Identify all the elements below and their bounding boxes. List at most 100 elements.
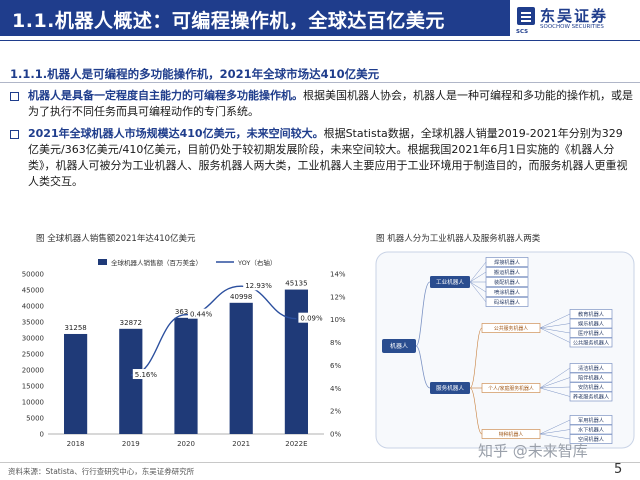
yoy-label-bg — [298, 312, 325, 323]
connector — [539, 433, 571, 440]
footer-divider — [0, 462, 640, 463]
industrial-leaf-label: 码垛机器人 — [494, 298, 520, 306]
service-leaf-label: 安防机器人 — [578, 383, 604, 391]
left-tick-label: 35000 — [22, 319, 44, 327]
legend-bar-swatch — [98, 259, 107, 265]
logo-badge-icon — [517, 7, 535, 25]
subgroup-node-label: 公共服务机器人 — [494, 325, 528, 332]
bullet-text: 机器人是具备一定程度自主能力的可编程多功能操作机。根据美国机器人协会，机器人是一… — [28, 88, 633, 120]
connector — [539, 327, 571, 343]
left-tick-label: 20000 — [22, 367, 44, 375]
connector — [469, 327, 483, 389]
bullet-body: 根据美国机器人协会，机器人是一种可编程和多功能的操作机，或是为了执行不同任务而具… — [28, 89, 633, 118]
yoy-line — [130, 285, 297, 376]
header-divider — [0, 40, 640, 41]
connector — [539, 419, 571, 435]
connector — [469, 387, 483, 435]
industrial-leaf-label: 装配机器人 — [494, 278, 520, 286]
service-leaf-label: 养老服务机器人 — [573, 392, 609, 400]
bar — [284, 289, 308, 434]
square-bullet-icon — [10, 92, 19, 101]
bar-value-label: 36303 — [175, 308, 197, 316]
x-tick-label: 2020 — [177, 440, 195, 448]
service-leaf-label: 医疗机器人 — [578, 329, 604, 337]
right-tick-label: 4% — [330, 385, 341, 393]
sales-chart: 0 5000 10000 15000 20000 25000 30000 35000 40000… — [6, 250, 362, 456]
connector — [539, 327, 571, 334]
bar — [229, 302, 253, 434]
group-node-label: 工业机器人 — [436, 278, 464, 286]
left-tick-label: 5000 — [26, 415, 44, 423]
left-tick-label: 45000 — [22, 287, 44, 295]
connector — [469, 261, 487, 283]
connector — [539, 323, 571, 329]
right-tick-label: 12% — [330, 293, 346, 301]
logo-text-en: SOOCHOW SECURITIES — [540, 24, 604, 30]
source-note: 资料来源：Statista、行行查研究中心，东吴证券研究所 — [8, 467, 195, 476]
bar — [64, 333, 88, 434]
root-node — [382, 339, 416, 353]
connector — [469, 271, 487, 283]
logo-text-cn: 东吴证券 — [540, 7, 609, 25]
subgroup-node-label: 个人/家庭服务机器人 — [488, 385, 534, 392]
subgroup-node-label: 特种机器人 — [499, 431, 524, 438]
subheading-divider — [0, 82, 640, 83]
right-tick-label: 0% — [330, 431, 341, 439]
legend-line-label: YOY（右轴） — [237, 258, 276, 267]
connector — [539, 367, 571, 389]
service-leaf-label: 水下机器人 — [578, 425, 604, 433]
x-tick-label: 2022E — [285, 440, 307, 448]
watermark: 知乎 @未来智库 — [478, 442, 588, 460]
root-node-label: 机器人 — [390, 342, 408, 350]
connector — [539, 313, 571, 329]
chart-caption: 图 全球机器人销售额2021年达410亿美元 — [36, 234, 196, 244]
sales-chart-svg: 0 5000 10000 15000 20000 25000 30000 35000 40000… — [22, 258, 346, 448]
group-node — [430, 382, 470, 394]
square-bullet-icon — [10, 130, 19, 139]
left-tick-label: 10000 — [22, 399, 44, 407]
service-leaf-label: 空间机器人 — [578, 435, 604, 443]
title-bar: 1.1.机器人概述：可编程操作机，全球达百亿美元 — [0, 0, 510, 36]
service-leaf-label: 教育机器人 — [578, 310, 604, 318]
connector — [469, 281, 487, 303]
section-subheading: 1.1.1.机器人是可编程的多功能操作机，2021年全球市场达410亿美元 — [10, 67, 380, 81]
connector — [415, 281, 431, 347]
yoy-label-bg — [243, 280, 274, 291]
connector — [539, 377, 571, 389]
connector — [469, 281, 487, 293]
yoy-value-label: 12.93% — [245, 282, 272, 290]
yoy-value-label: 0.09% — [300, 315, 323, 323]
diagram-caption: 图 机器人分为工业机器人及服务机器人两类 — [376, 234, 541, 244]
x-tick-label: 2019 — [122, 440, 140, 448]
bar-value-label: 31258 — [64, 324, 86, 332]
left-tick-label: 15000 — [22, 383, 44, 391]
left-tick-label: 30000 — [22, 335, 44, 343]
group-node-label: 服务机器人 — [436, 384, 464, 392]
left-tick-label: 25000 — [22, 351, 44, 359]
right-tick-label: 6% — [330, 362, 341, 370]
connector — [539, 386, 571, 389]
logo-abbr: SCS — [516, 29, 529, 35]
left-tick-label: 40000 — [22, 303, 44, 311]
bar-value-label: 45135 — [285, 280, 307, 288]
x-tick-label: 2018 — [67, 440, 85, 448]
left-tick-label: 50000 — [22, 271, 44, 279]
yoy-value-label: 5.16% — [135, 371, 158, 379]
connector — [539, 429, 571, 435]
bullet-lead: 机器人是具备一定程度自主能力的可编程多功能操作机。 — [28, 89, 303, 102]
company-logo: 东吴证券 SOOCHOW SECURITIES SCS — [516, 5, 636, 35]
service-leaf-label: 娱乐机器人 — [578, 319, 604, 327]
right-tick-label: 8% — [330, 339, 341, 347]
yoy-label-bg — [188, 308, 214, 319]
service-leaf-label: 军用机器人 — [578, 416, 604, 424]
bullet-body: 根据Statista数据，全球机器人销量2019-2021年分别为329亿美元/… — [28, 127, 628, 188]
right-tick-label: 14% — [330, 271, 346, 279]
legend-bar-label: 全球机器人销售额（百万美金） — [111, 258, 202, 267]
x-tick-label: 2021 — [232, 440, 250, 448]
page-title: 1.1.机器人概述：可编程操作机，全球达百亿美元 — [12, 10, 445, 32]
bar — [119, 328, 143, 434]
diagram-frame — [375, 251, 635, 449]
right-tick-label: 2% — [330, 408, 341, 416]
bar-value-label: 40998 — [230, 293, 252, 301]
